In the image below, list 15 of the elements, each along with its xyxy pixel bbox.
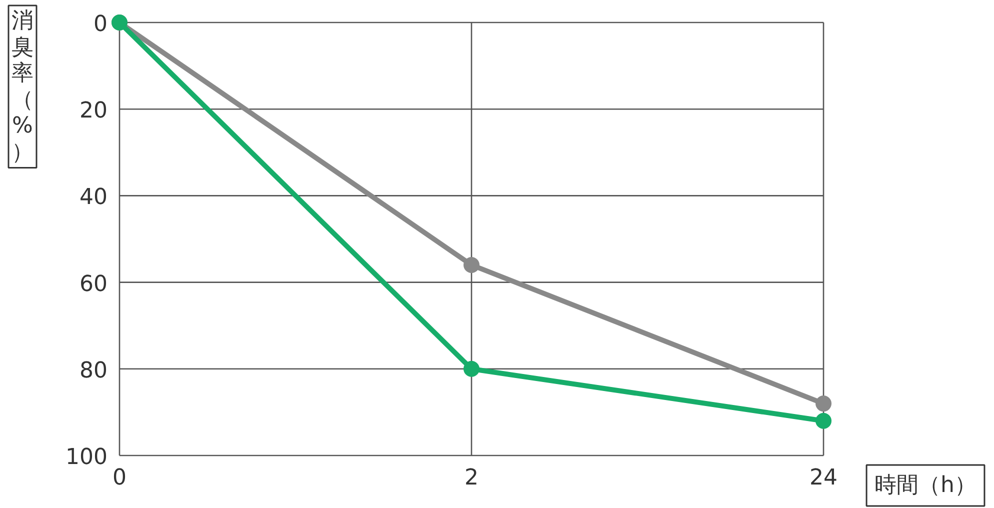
y-tick-label: 0 (94, 12, 108, 37)
point (464, 256, 480, 273)
y-axis-title: 消臭率（%） (12, 8, 34, 165)
x-tick-label: 0 (112, 466, 126, 490)
x-axis-title: 時間（h） (874, 473, 976, 498)
y-tick-label: 100 (66, 445, 108, 470)
point (816, 396, 832, 412)
point (816, 412, 832, 429)
point (464, 360, 480, 377)
y-tick-label: 60 (80, 272, 108, 297)
x-tick-label: 24 (810, 466, 838, 490)
y-tick-label: 40 (80, 185, 108, 210)
y-tick-label: 20 (80, 98, 108, 124)
x-tick-label: 2 (464, 466, 478, 490)
y-tick-label: 80 (80, 358, 108, 384)
